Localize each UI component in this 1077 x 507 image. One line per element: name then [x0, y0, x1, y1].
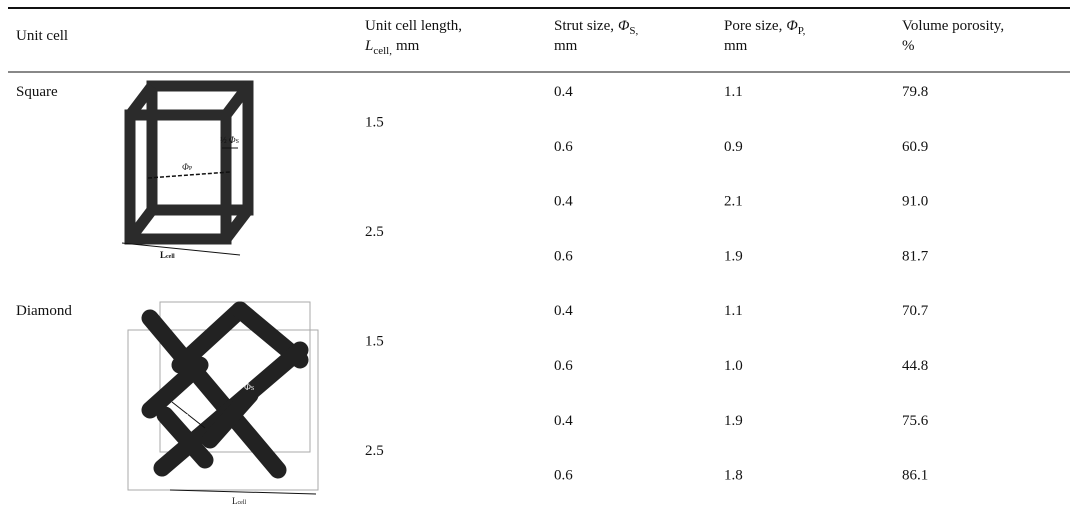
- unit-cell-name: Diamond: [16, 303, 72, 319]
- header-cell: Pore size,ΦP,: [724, 18, 806, 37]
- figure-label: ΦP: [182, 162, 193, 172]
- figure-label: Lcell: [232, 496, 246, 506]
- table-cell: 1.1: [724, 84, 743, 100]
- figure-label: ΦP: [178, 410, 189, 420]
- table-cell: 0.6: [554, 139, 573, 155]
- table-cell: 81.7: [902, 248, 929, 264]
- header-cell: mm: [724, 38, 748, 54]
- cell-length: 2.5: [365, 224, 384, 240]
- header-cell: mm: [554, 38, 578, 54]
- table-cell: 1.9: [724, 413, 743, 429]
- table-cell: 86.1: [902, 468, 928, 484]
- table-cell: 0.9: [724, 139, 743, 155]
- table-cell: 1.8: [724, 468, 743, 484]
- table-cell: 0.4: [554, 303, 573, 319]
- table-cell: 1.1: [724, 303, 743, 319]
- cell-length: 2.5: [365, 443, 384, 459]
- header-cell: %: [902, 38, 915, 54]
- table-cell: 1.9: [724, 248, 743, 264]
- table-cell: 1.0: [724, 358, 743, 374]
- table-cell: 79.8: [902, 84, 928, 100]
- table-cell: 44.8: [902, 358, 928, 374]
- square-cell-figure: [130, 86, 248, 239]
- header-cell: Unit cell: [16, 28, 68, 44]
- table-cell: 0.4: [554, 84, 573, 100]
- table-cell: 0.4: [554, 194, 573, 210]
- table-cell: 0.4: [554, 413, 573, 429]
- header-cell: Volume porosity,: [902, 18, 1004, 34]
- table-cell: 0.6: [554, 358, 573, 374]
- header-cell: Unit cell length,: [365, 18, 462, 34]
- table-cell: 0.6: [554, 468, 573, 484]
- table-cell: 2.1: [724, 194, 743, 210]
- figure-label: Lcell: [160, 250, 175, 260]
- table-cell: 75.6: [902, 413, 929, 429]
- table-cell: 70.7: [902, 303, 929, 319]
- cell-length: 1.5: [365, 114, 384, 130]
- unit-cell-name: Square: [16, 84, 58, 100]
- table-cell: 91.0: [902, 194, 928, 210]
- header-cell: Lcell,mm: [364, 38, 420, 57]
- table: Unit cell Unit cell length, Lcell,mm Str…: [0, 0, 1077, 507]
- table-cell: 60.9: [902, 139, 928, 155]
- header-cell: Strut size,ΦS,: [554, 18, 639, 37]
- cell-length: 1.5: [365, 334, 384, 350]
- diamond-cell-figure: [128, 302, 318, 490]
- table-cell: 0.6: [554, 248, 573, 264]
